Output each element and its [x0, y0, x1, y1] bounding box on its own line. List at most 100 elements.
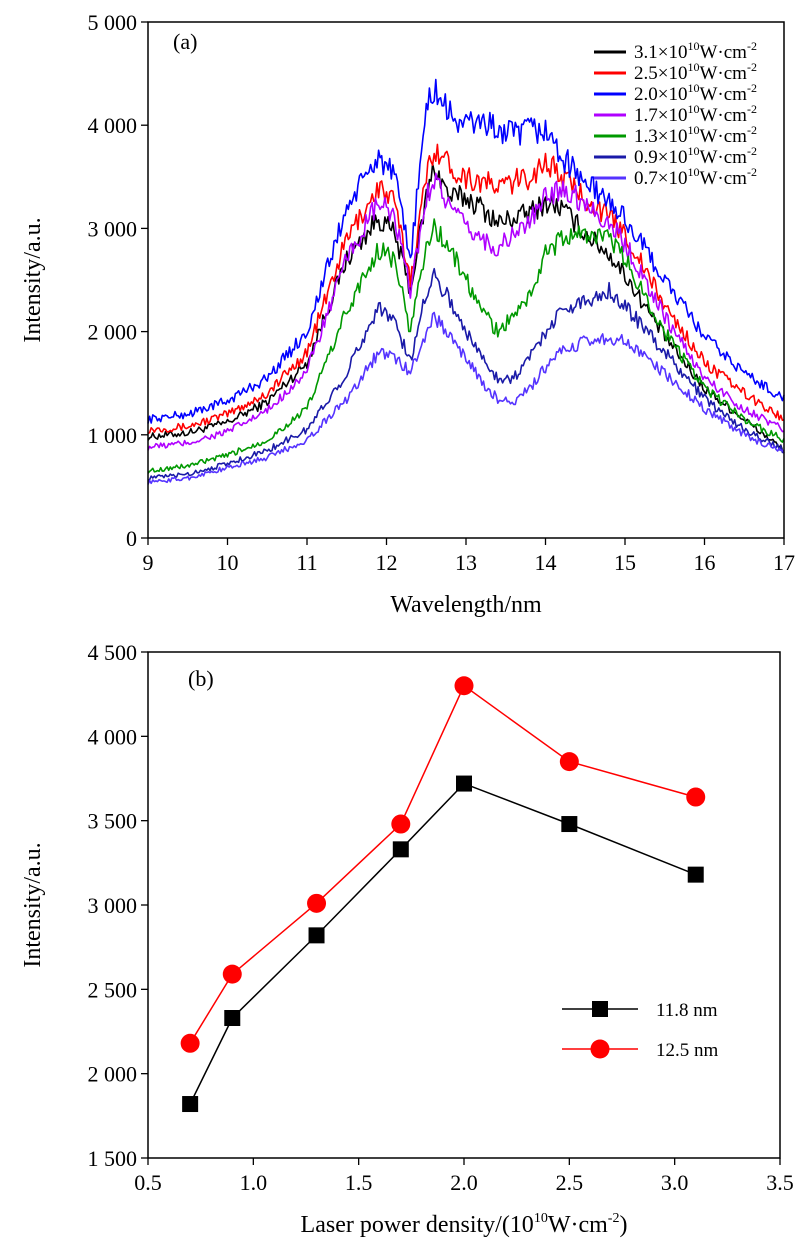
spectrum-line: [147, 218, 785, 474]
y-tick-label: 4 500: [88, 640, 138, 665]
x-tick-label: 16: [694, 550, 716, 575]
x-tick-label: 10: [217, 550, 239, 575]
x-axis-title-a: Wavelength/nm: [390, 592, 542, 618]
legend-label-exp: 10: [687, 60, 699, 74]
spectrum-line: [147, 78, 785, 424]
legend-label-exp: 10: [687, 39, 699, 53]
x-tick-label: 2.0: [450, 1170, 478, 1195]
data-point-circle: [686, 787, 706, 807]
data-point-circle: [391, 814, 411, 834]
legend-label-exp: 10: [687, 102, 699, 116]
x-tick-label: 11: [296, 550, 317, 575]
data-point-square: [687, 866, 704, 883]
legend-label-unit: W·cm: [699, 105, 747, 126]
legend-b: 11.8 nm 12.5 nm: [562, 1000, 719, 1061]
legend-label-main: 0.7×10: [634, 168, 687, 189]
x-tick-label: 12: [376, 550, 398, 575]
series-line: [189, 684, 696, 1044]
legend-label-main: 3.1×10: [634, 42, 687, 63]
y-tick-label: 1 500: [88, 1146, 138, 1171]
legend-label-unit-exp: -2: [747, 123, 757, 137]
x-tick-label: 0.5: [134, 1170, 162, 1195]
legend-a: 3.1×1010W·cm-22.5×1010W·cm-22.0×1010W·cm…: [594, 39, 757, 189]
panel-label-b: (b): [188, 666, 214, 691]
x-tick-label: 1.5: [345, 1170, 373, 1195]
data-point-circle: [180, 1033, 200, 1053]
x-tick-label: 3.5: [766, 1170, 794, 1195]
legend-label: 11.8 nm: [656, 1000, 718, 1021]
legend-label-unit: W·cm: [699, 63, 747, 84]
legend-label-main: 1.3×10: [634, 126, 687, 147]
spectrum-line: [147, 311, 785, 485]
x-tick-label: 3.0: [661, 1170, 689, 1195]
legend-label-main: 1.7×10: [634, 105, 687, 126]
x-tick-label: 13: [455, 550, 477, 575]
series-line: [189, 782, 696, 1105]
y-tick-label: 4 000: [88, 724, 138, 749]
y-tick-label: 1 000: [88, 423, 138, 448]
axis-ticks-b: 0.5 1.0 1.5 2.0 2.5 3.0 3.5 1 500 2 000 2 500 3 00…: [88, 640, 794, 1195]
data-point-square: [456, 775, 472, 792]
x-tick-label: 9: [143, 550, 154, 575]
data-point-square: [308, 927, 325, 944]
legend-label: 12.5 nm: [656, 1040, 719, 1061]
legend-label-unit-exp: -2: [747, 60, 757, 74]
y-tick-label: 3 500: [88, 809, 138, 834]
data-point-circle: [559, 752, 579, 772]
x-axis-title-b-exp: 10: [534, 1211, 548, 1226]
panel-label-a: (a): [173, 29, 197, 54]
spectrum-line: [147, 162, 785, 454]
data-point-square: [182, 1096, 199, 1113]
legend-label-unit-exp: -2: [747, 81, 757, 95]
data-point-square: [392, 841, 409, 858]
y-tick-label: 2 000: [88, 1062, 138, 1087]
legend-label: 1.7×1010W·cm-2: [634, 102, 757, 126]
x-tick-label: 15: [614, 550, 636, 575]
legend-label-unit: W·cm: [699, 147, 747, 168]
legend-label-unit-exp: -2: [747, 39, 757, 53]
legend-label: 3.1×1010W·cm-2: [634, 39, 757, 63]
y-axis-title-a: Intensity/a.u.: [20, 217, 46, 342]
intensity-lines: [180, 676, 706, 1113]
y-tick-label: 5 000: [88, 10, 138, 35]
spectrum-chart-panel-a: 9 10 11 12 13 14 15 16 17 0 1 000 2 000 3 000 4 000 5 …: [20, 10, 795, 618]
x-axis-title-b-unit-exp: -2: [608, 1211, 620, 1226]
data-point-square: [224, 1010, 241, 1027]
legend-label-main: 0.9×10: [634, 147, 687, 168]
data-point-circle: [590, 1039, 610, 1059]
y-tick-label: 2 000: [88, 320, 138, 345]
spectrum-line: [147, 172, 785, 451]
x-axis-title-b-main: Laser power density/(10: [301, 1212, 534, 1238]
legend-label-unit-exp: -2: [747, 102, 757, 116]
y-tick-label: 0: [126, 526, 137, 551]
legend-label-main: 2.5×10: [634, 63, 687, 84]
legend-label-unit: W·cm: [699, 42, 747, 63]
y-axis-title-b: Intensity/a.u.: [20, 842, 46, 967]
legend-label-unit: W·cm: [699, 168, 747, 189]
spectrum-lines: [147, 78, 785, 485]
intensity-chart-panel-b: 0.5 1.0 1.5 2.0 2.5 3.0 3.5 1 500 2 000 2 500 3 00…: [20, 640, 794, 1238]
data-point-circle: [454, 676, 474, 696]
plot-frame-b: [147, 651, 781, 1159]
y-tick-label: 4 000: [88, 113, 138, 138]
legend-label-unit: W·cm: [699, 84, 747, 105]
data-point-square: [561, 816, 578, 833]
spectrum-line: [147, 267, 784, 482]
legend-label-exp: 10: [687, 165, 699, 179]
x-axis-title-b: Laser power density/(1010W·cm-2): [301, 1211, 628, 1238]
data-point-circle: [307, 893, 327, 913]
legend-label-exp: 10: [687, 144, 699, 158]
x-tick-label: 1.0: [240, 1170, 268, 1195]
x-axis-title-b-unit: W·cm: [548, 1212, 608, 1238]
legend-label-unit-exp: -2: [747, 165, 757, 179]
y-tick-label: 2 500: [88, 977, 138, 1002]
data-point-square: [592, 1001, 608, 1017]
spectrum-line: [147, 143, 785, 435]
legend-label-exp: 10: [687, 123, 699, 137]
x-axis-title-b-close: ): [619, 1212, 627, 1238]
x-tick-label: 14: [535, 550, 557, 575]
x-tick-label: 17: [773, 550, 795, 575]
legend-label-unit-exp: -2: [747, 144, 757, 158]
legend-label-exp: 10: [687, 81, 699, 95]
